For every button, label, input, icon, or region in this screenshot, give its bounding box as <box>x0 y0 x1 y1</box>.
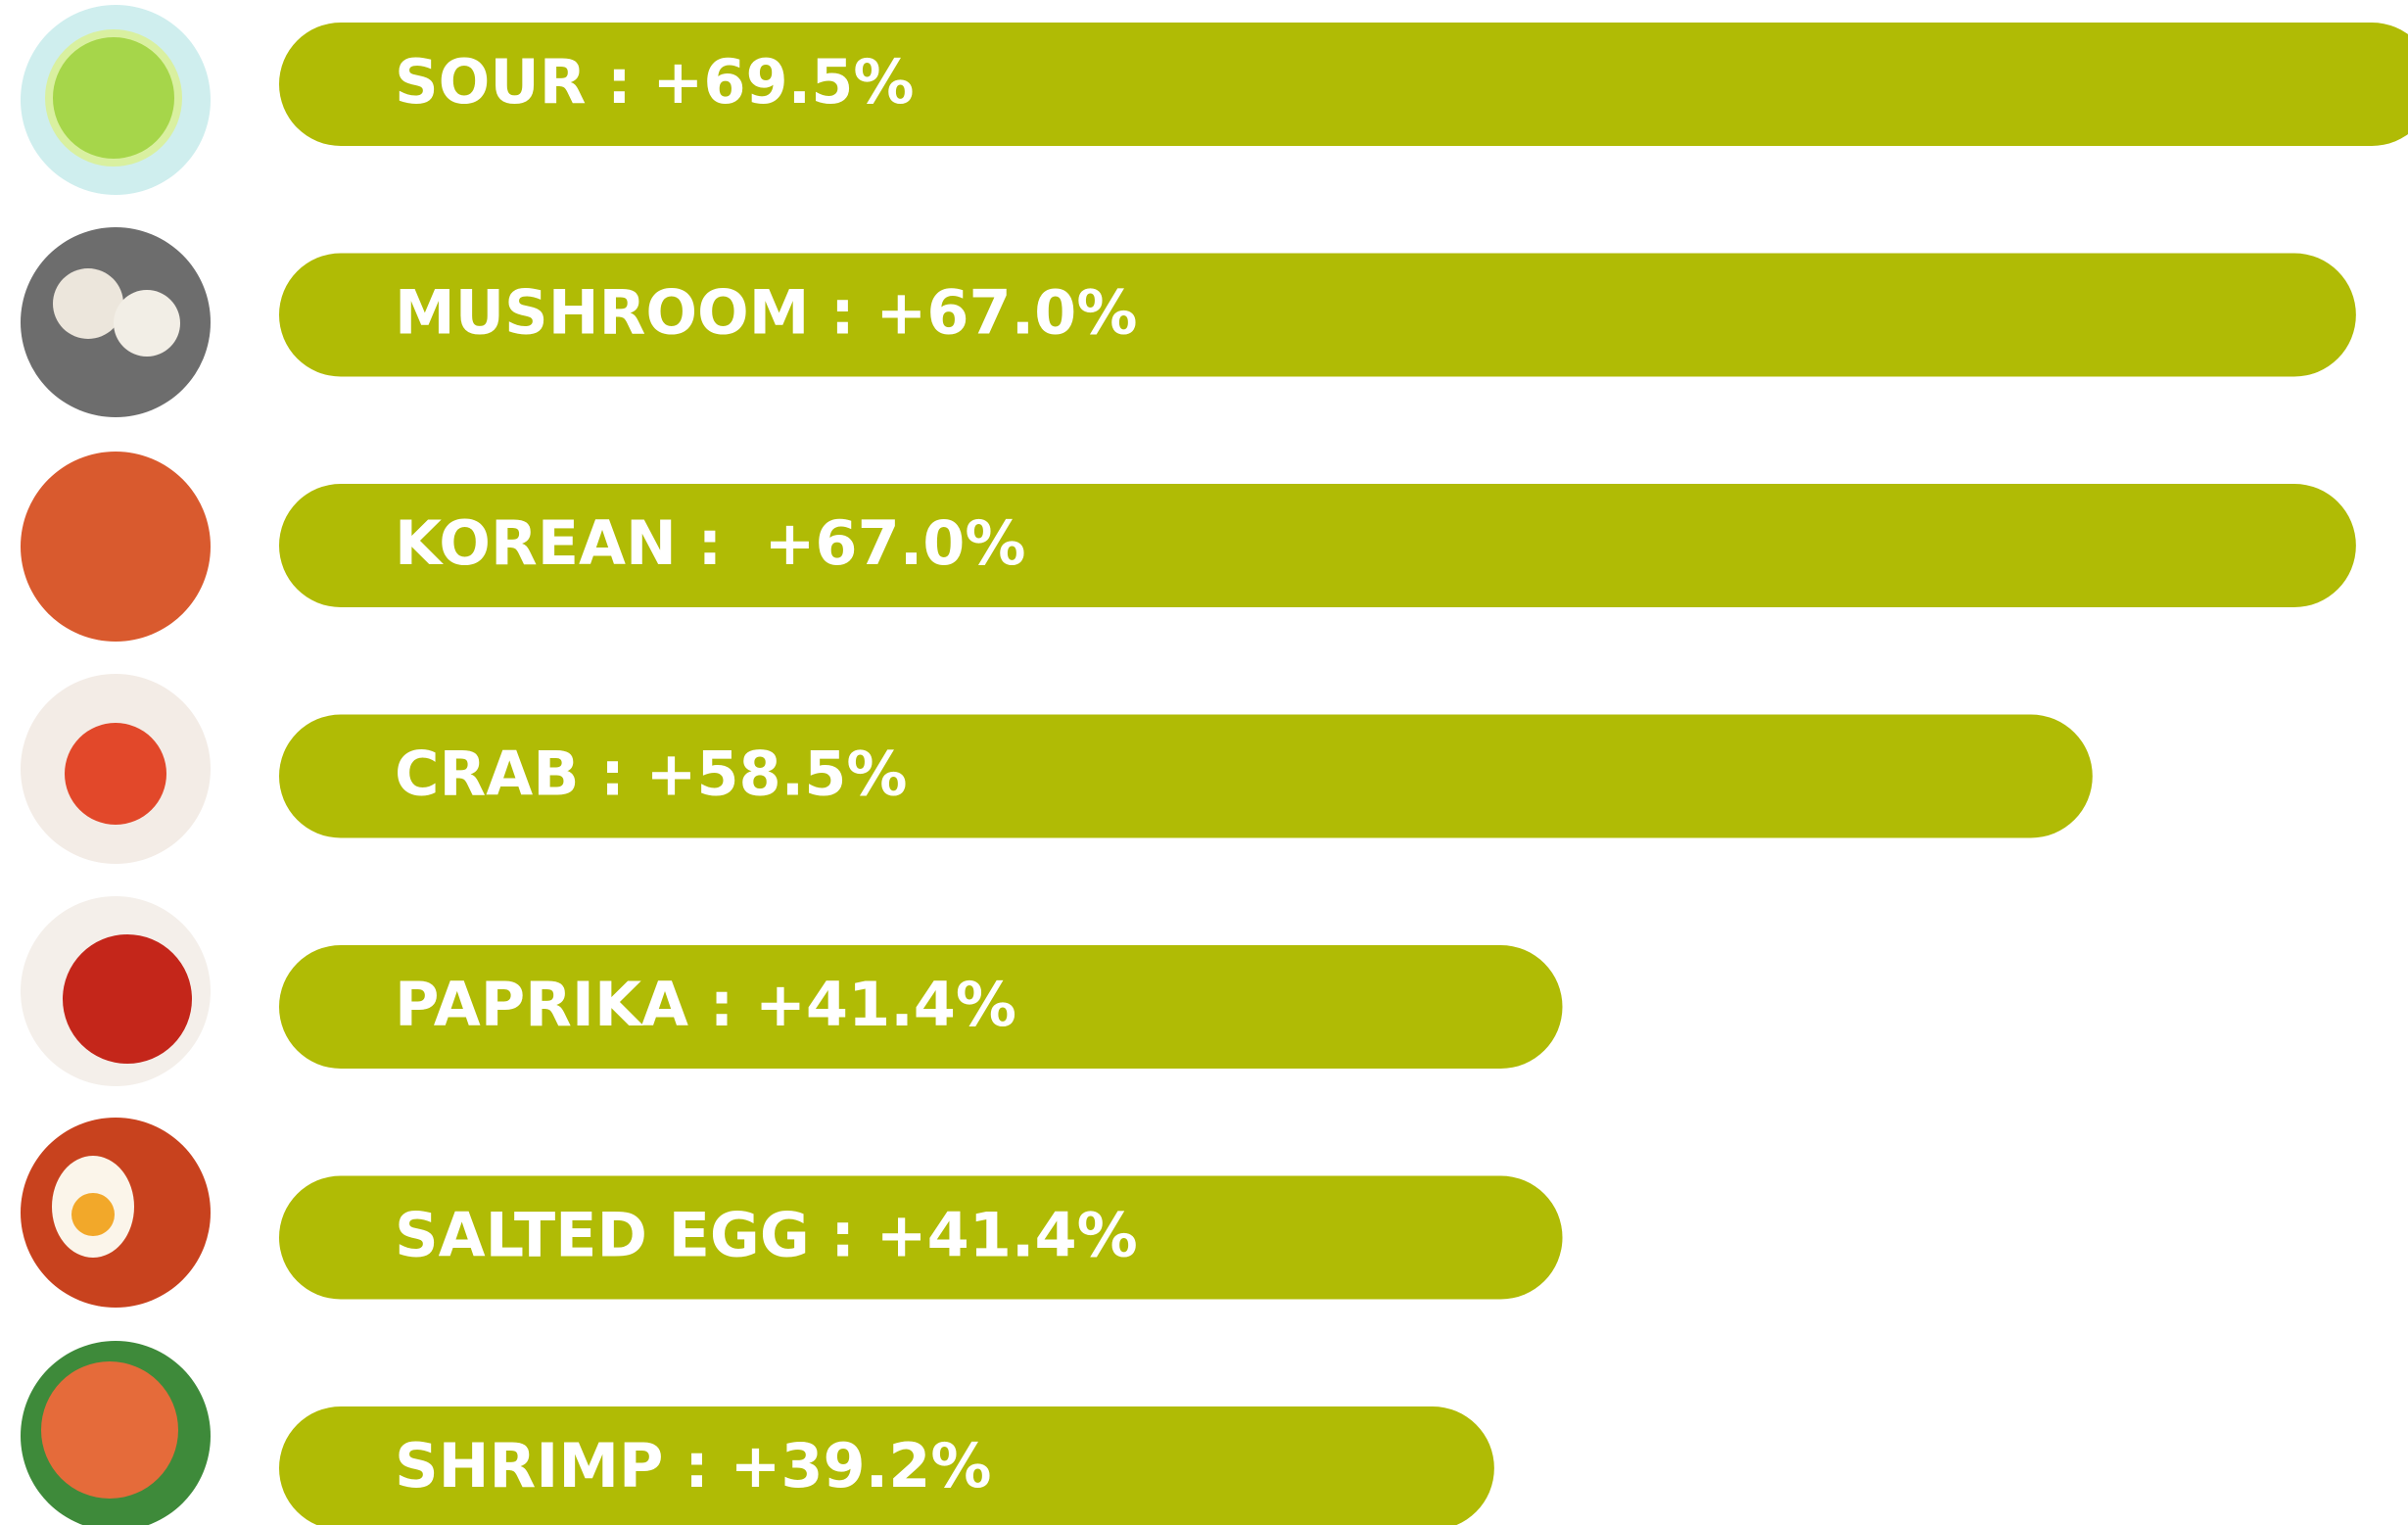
bar <box>279 23 2408 146</box>
bar <box>279 1175 1563 1300</box>
icon-shrimp-body <box>41 1361 178 1499</box>
bar <box>279 253 2356 377</box>
bar <box>279 714 2093 838</box>
icons <box>21 5 211 1525</box>
bar-label: SALTED EGG : +41.4% <box>395 1200 1138 1271</box>
bar-label: PAPRIKA : +41.4% <box>395 969 1016 1040</box>
bar <box>279 945 1563 1069</box>
icon-paprika-powder <box>63 934 192 1064</box>
bar <box>279 1406 1494 1525</box>
bar-label: MUSHROOM : +67.0% <box>395 277 1137 349</box>
icon-egg-yolk <box>71 1193 115 1236</box>
bar-label: SOUR : +69.5% <box>395 46 914 118</box>
icon-kimchi <box>21 452 211 642</box>
bar <box>279 484 2356 607</box>
bar-label: SHRIMP : +39.2% <box>395 1430 992 1501</box>
bar-label: KOREAN : +67.0% <box>395 507 1026 579</box>
icon-mushroom-cap <box>53 268 123 339</box>
icon-mushroom-cap <box>114 290 180 357</box>
icon-crab-body <box>65 723 166 825</box>
icon-lime-fruit <box>45 29 182 167</box>
bar-label: CRAB : +58.5% <box>395 739 908 810</box>
